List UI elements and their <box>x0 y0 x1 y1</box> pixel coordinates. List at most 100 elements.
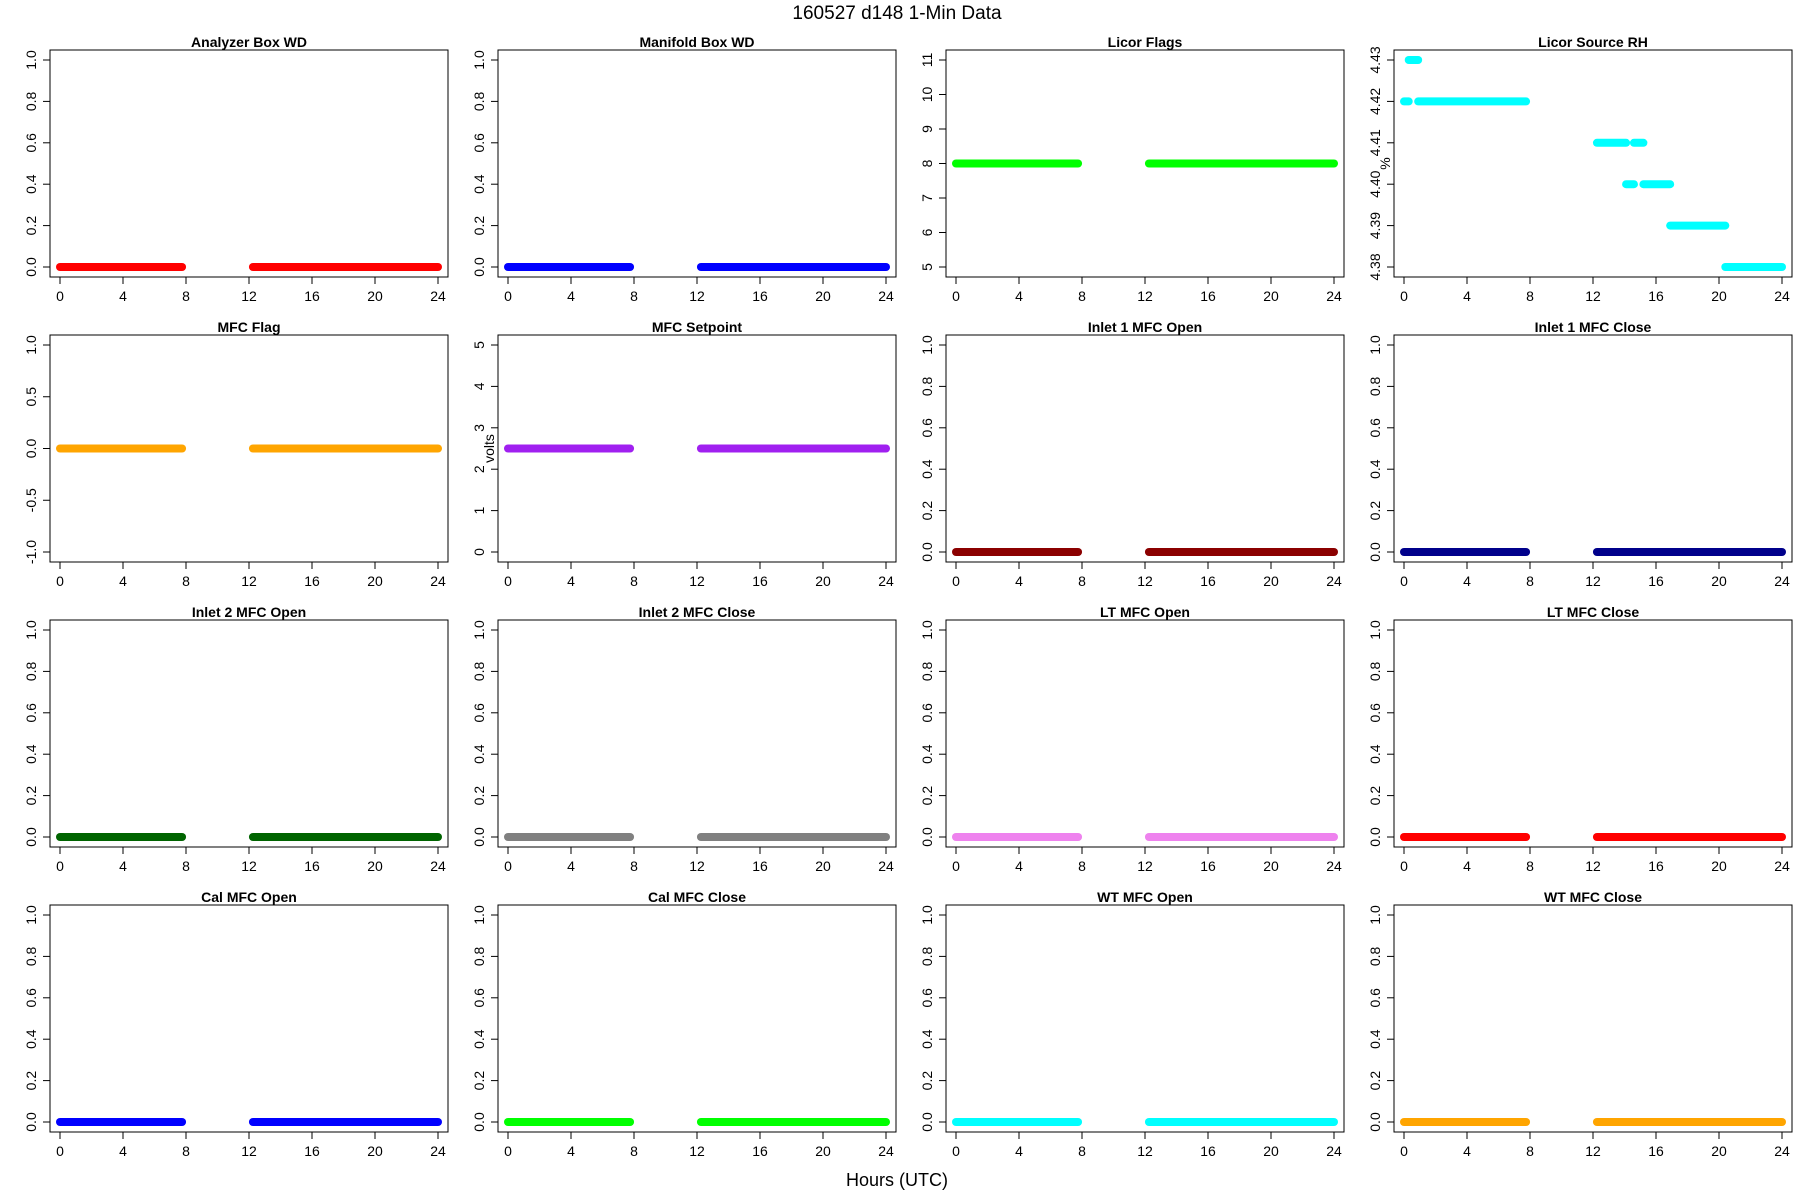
x-tick-label: 20 <box>815 858 831 874</box>
x-tick-label: 24 <box>878 858 894 874</box>
x-tick-label: 4 <box>119 858 127 874</box>
panel-16: WT MFC Close 0 4 8 12 16 20 24 0.0 0.2 0.4 0.6 0.8 1.… <box>1367 889 1793 1159</box>
panel-4: Licor Source RH 0 4 8 12 16 20 24 4.38 4.39 4.40 4.… <box>1367 34 1793 304</box>
x-tick-label: 20 <box>815 1143 831 1159</box>
panel-title: WT MFC Open <box>1097 889 1193 905</box>
x-tick-label: 20 <box>1711 288 1727 304</box>
y-tick-label: 0.4 <box>23 174 39 194</box>
panel-title: Inlet 1 MFC Close <box>1535 319 1652 335</box>
y-tick-label: -0.5 <box>23 488 39 512</box>
y-tick-label: 0.0 <box>1367 827 1383 847</box>
y-tick-label: 0.4 <box>471 174 487 194</box>
x-tick-label: 0 <box>952 288 960 304</box>
y-tick-label: -1.0 <box>23 540 39 564</box>
panel-title: Inlet 2 MFC Close <box>639 604 756 620</box>
x-tick-label: 12 <box>1585 573 1601 589</box>
x-tick-label: 20 <box>367 1143 383 1159</box>
y-tick-label: 0.6 <box>1367 418 1383 438</box>
y-axis-label: % <box>1377 157 1393 169</box>
x-tick-label: 16 <box>1200 1143 1216 1159</box>
y-tick-label: 0.0 <box>23 257 39 277</box>
panel-15: WT MFC Open 0 4 8 12 16 20 24 0.0 0.2 0.4 0.6 0.8 1.0 <box>919 889 1345 1159</box>
x-tick-label: 0 <box>952 858 960 874</box>
plot-frame <box>1393 619 1793 848</box>
y-tick-label: 4.40 <box>1367 170 1383 197</box>
x-tick-label: 12 <box>689 573 705 589</box>
x-tick-label: 24 <box>1326 573 1342 589</box>
y-tick-label: 4 <box>471 382 487 390</box>
x-tick-label: 24 <box>878 573 894 589</box>
x-tick-label: 24 <box>1326 858 1342 874</box>
y-tick-label: 0.0 <box>919 827 935 847</box>
y-tick-label: 1.0 <box>23 620 39 640</box>
x-tick-label: 16 <box>752 858 768 874</box>
panel-1: Analyzer Box WD 0 4 8 12 16 20 24 0.0 0.2 0.4 0.6 0.… <box>23 34 449 304</box>
y-tick-label: 0.2 <box>919 786 935 806</box>
x-tick-label: 12 <box>1137 858 1153 874</box>
y-tick-label: 0.2 <box>471 216 487 236</box>
x-tick-label: 24 <box>1774 288 1790 304</box>
x-tick-label: 0 <box>952 573 960 589</box>
x-tick-label: 12 <box>1585 1143 1601 1159</box>
figure-x-axis-label: Hours (UTC) <box>846 1170 948 1190</box>
plot-frame <box>1393 49 1793 278</box>
y-tick-label: 0.2 <box>1367 1071 1383 1091</box>
y-tick-label: 0.8 <box>23 91 39 111</box>
x-tick-label: 4 <box>1463 1143 1471 1159</box>
y-tick-label: 1.0 <box>471 620 487 640</box>
y-tick-label: 0.6 <box>471 133 487 153</box>
y-tick-label: 0.4 <box>1367 1029 1383 1049</box>
y-tick-label: 0.0 <box>919 542 935 562</box>
x-tick-label: 20 <box>815 573 831 589</box>
x-tick-label: 20 <box>1263 1143 1279 1159</box>
y-tick-label: 1.0 <box>471 50 487 70</box>
x-tick-label: 12 <box>689 1143 705 1159</box>
panel-9: Inlet 2 MFC Open 0 4 8 12 16 20 24 0.0 0.2 0.4 0.6 0… <box>23 604 449 874</box>
x-tick-label: 24 <box>1774 573 1790 589</box>
x-tick-label: 0 <box>1400 288 1408 304</box>
y-tick-label: 1 <box>471 506 487 514</box>
panel-title: Manifold Box WD <box>639 34 754 50</box>
panel-8: Inlet 1 MFC Close 0 4 8 12 16 20 24 0.0 0.2 0.4 0.6… <box>1367 319 1793 589</box>
panel-11: LT MFC Open 0 4 8 12 16 20 24 0.0 0.2 0.4 0.6 0.8 1.0 <box>919 604 1345 874</box>
x-tick-label: 4 <box>119 1143 127 1159</box>
y-tick-label: 4.38 <box>1367 253 1383 280</box>
panel-title: MFC Setpoint <box>652 319 743 335</box>
y-tick-label: 0.0 <box>471 257 487 277</box>
x-tick-label: 24 <box>878 288 894 304</box>
x-tick-label: 8 <box>182 1143 190 1159</box>
y-tick-label: 0.6 <box>919 988 935 1008</box>
y-tick-label: 5 <box>919 263 935 271</box>
x-tick-label: 4 <box>567 573 575 589</box>
panel-title: WT MFC Close <box>1544 889 1642 905</box>
y-tick-label: 0.0 <box>919 1112 935 1132</box>
y-tick-label: 0.4 <box>919 459 935 479</box>
y-tick-label: 0.0 <box>471 1112 487 1132</box>
plot-frame <box>49 619 449 848</box>
panel-title: Licor Source RH <box>1538 34 1648 50</box>
x-tick-label: 4 <box>1463 858 1471 874</box>
y-tick-label: 0.6 <box>919 418 935 438</box>
plot-frame <box>49 49 449 278</box>
x-tick-label: 20 <box>367 573 383 589</box>
y-tick-label: 0.8 <box>23 946 39 966</box>
plot-frame <box>49 904 449 1133</box>
y-tick-label: 0.4 <box>1367 459 1383 479</box>
x-tick-label: 12 <box>1585 858 1601 874</box>
x-tick-label: 8 <box>182 288 190 304</box>
y-tick-label: 1.0 <box>919 620 935 640</box>
x-tick-label: 0 <box>504 858 512 874</box>
x-tick-label: 0 <box>504 1143 512 1159</box>
y-tick-label: 0.4 <box>23 1029 39 1049</box>
y-tick-label: 4.41 <box>1367 129 1383 156</box>
panel-title: Cal MFC Open <box>201 889 297 905</box>
x-tick-label: 16 <box>1200 573 1216 589</box>
x-tick-label: 8 <box>1526 858 1534 874</box>
x-tick-label: 8 <box>182 573 190 589</box>
plot-frame <box>497 49 897 278</box>
x-tick-label: 4 <box>1015 288 1023 304</box>
x-tick-label: 4 <box>567 288 575 304</box>
panel-title: LT MFC Open <box>1100 604 1190 620</box>
y-tick-label: 0.4 <box>471 1029 487 1049</box>
plot-frame <box>1393 904 1793 1133</box>
